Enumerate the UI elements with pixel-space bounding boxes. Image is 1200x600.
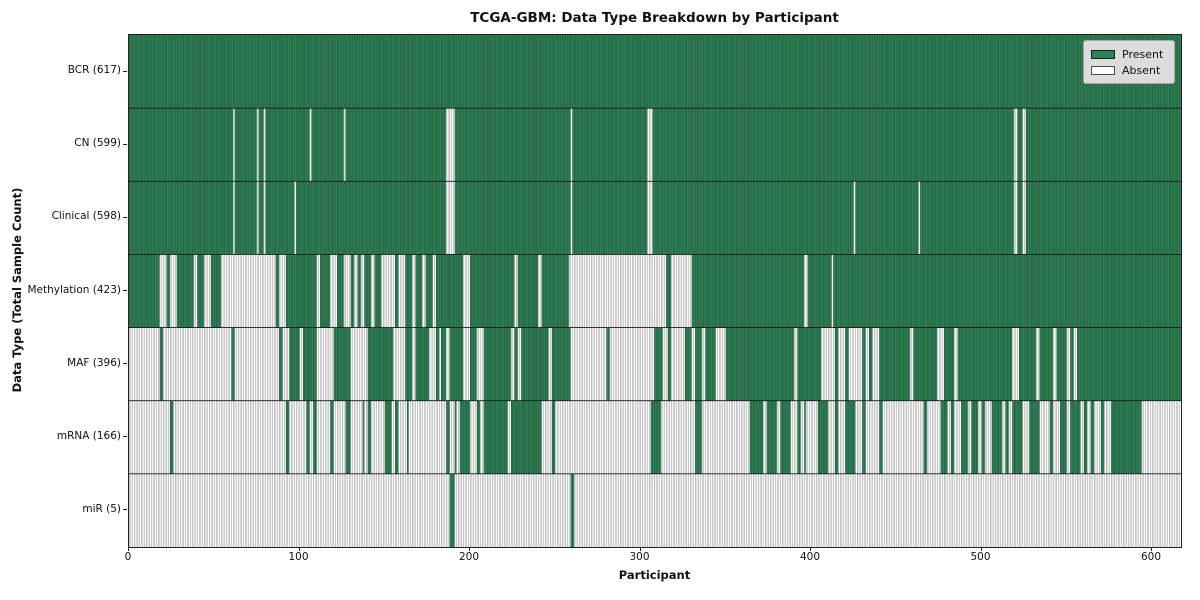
y-axis-tick <box>123 509 127 511</box>
legend-label-absent: Absent <box>1122 63 1161 77</box>
presence-matrix <box>129 35 1181 547</box>
y-tick-label: CN (599) <box>74 137 121 150</box>
x-tick-label: 200 <box>458 551 480 563</box>
y-tick-label: miR (5) <box>82 502 121 515</box>
y-axis-tick <box>123 290 127 291</box>
y-tick-label: Methylation (423) <box>27 283 121 296</box>
x-tick-label: 300 <box>629 551 650 563</box>
x-axis-label: Participant <box>618 568 691 582</box>
y-axis-tick <box>123 143 127 145</box>
legend-label-present: Present <box>1122 47 1164 61</box>
x-axis-tick <box>810 547 811 551</box>
legend-item-absent: Absent <box>1091 62 1167 78</box>
x-axis-tick <box>128 547 129 551</box>
legend-item-present: Present <box>1091 46 1167 62</box>
y-axis-tick <box>123 216 127 218</box>
x-tick-label: 400 <box>799 551 821 563</box>
y-axis-tick <box>123 363 127 365</box>
y-tick-label: MAF (396) <box>67 356 121 369</box>
x-axis-tick <box>469 547 470 551</box>
y-tick-label: Clinical (598) <box>51 210 121 223</box>
x-tick-label: 0 <box>124 551 132 563</box>
y-axis-tick <box>123 70 127 72</box>
x-axis-tick <box>639 547 641 551</box>
legend: Present Absent <box>1083 40 1175 84</box>
legend-swatch-present <box>1091 49 1115 59</box>
x-axis-tick <box>980 547 982 551</box>
x-tick-label: 500 <box>970 551 991 563</box>
x-axis-tick <box>1151 547 1152 551</box>
y-tick-label: BCR (617) <box>67 64 121 77</box>
legend-swatch-absent <box>1091 65 1115 75</box>
plot-area <box>128 34 1182 548</box>
y-axis-tick <box>123 436 127 438</box>
y-tick-label: mRNA (166) <box>56 429 121 442</box>
chart-title: TCGA-GBM: Data Type Breakdown by Partici… <box>470 10 839 26</box>
x-axis-tick <box>298 547 300 551</box>
x-tick-label: 600 <box>1140 551 1162 563</box>
x-tick-label: 100 <box>288 551 309 563</box>
